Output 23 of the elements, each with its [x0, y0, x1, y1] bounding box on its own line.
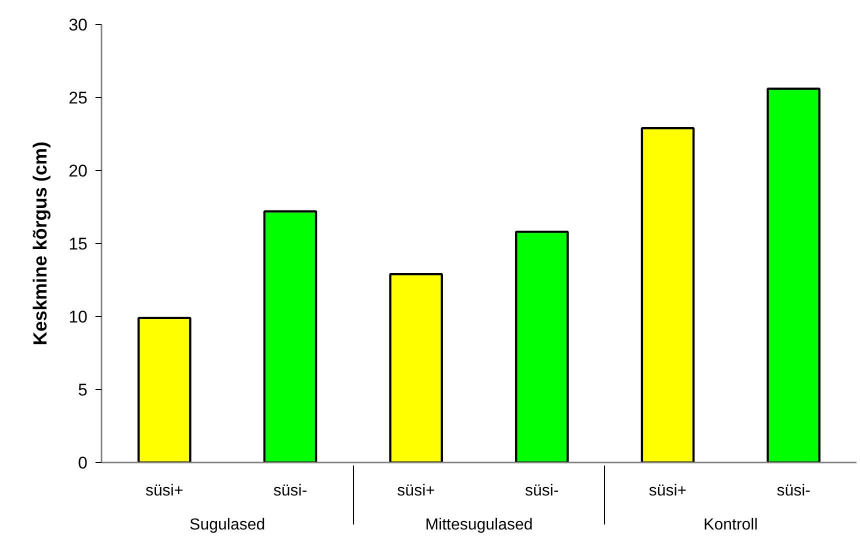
y-tick-label: 5 [78, 380, 88, 400]
y-tick-label: 20 [68, 162, 88, 180]
bar [138, 316, 192, 462]
text: süsi+ [648, 482, 687, 500]
x-tick-label: Kontroll [704, 516, 758, 534]
series-label: süsi- [273, 482, 308, 500]
y-tick-label: 25 [68, 88, 88, 108]
text: süsi+ [397, 482, 435, 500]
y-tick-label: 30 [68, 16, 88, 34]
text: süsi- [776, 482, 810, 500]
y-axis-title: Keskmine kõrgus (cm) [30, 142, 52, 346]
bar [389, 273, 443, 462]
bar [515, 230, 569, 462]
series-label: süsi+ [146, 482, 184, 500]
y-tick-label: 10 [68, 308, 88, 326]
x-tick-label: Mittesugulased [425, 516, 533, 534]
text: süsi- [525, 482, 559, 500]
bar [766, 88, 820, 462]
y-tick-label: 15 [68, 234, 88, 254]
bar [640, 127, 695, 462]
y-tick-label: 0 [78, 454, 88, 472]
bar [263, 210, 318, 462]
x-tick-label: Sugulased [190, 516, 266, 534]
